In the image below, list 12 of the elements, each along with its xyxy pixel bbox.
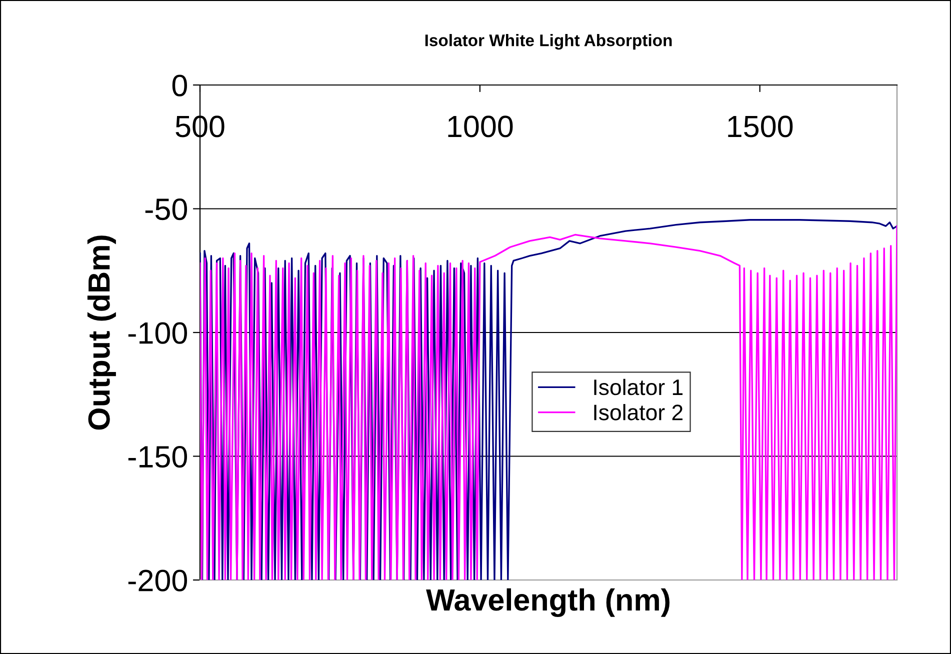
- y-axis-title: Output (dBm): [87, 236, 116, 430]
- y-tick-label: -100: [128, 322, 188, 344]
- y-tick-label: 0: [172, 74, 187, 96]
- legend-label: Isolator 1: [594, 378, 683, 396]
- y-tick-label: -200: [128, 570, 188, 592]
- x-tick-label: 1000: [448, 116, 513, 138]
- legend-label: Isolator 2: [594, 404, 682, 420]
- chart-title: Isolator White Light Absorption: [425, 34, 672, 50]
- y-tick-label: -150: [128, 446, 188, 468]
- x-tick-label: 1500: [728, 116, 793, 138]
- x-axis-title: Wavelength (nm): [426, 588, 670, 617]
- y-tick-label: -50: [145, 198, 188, 220]
